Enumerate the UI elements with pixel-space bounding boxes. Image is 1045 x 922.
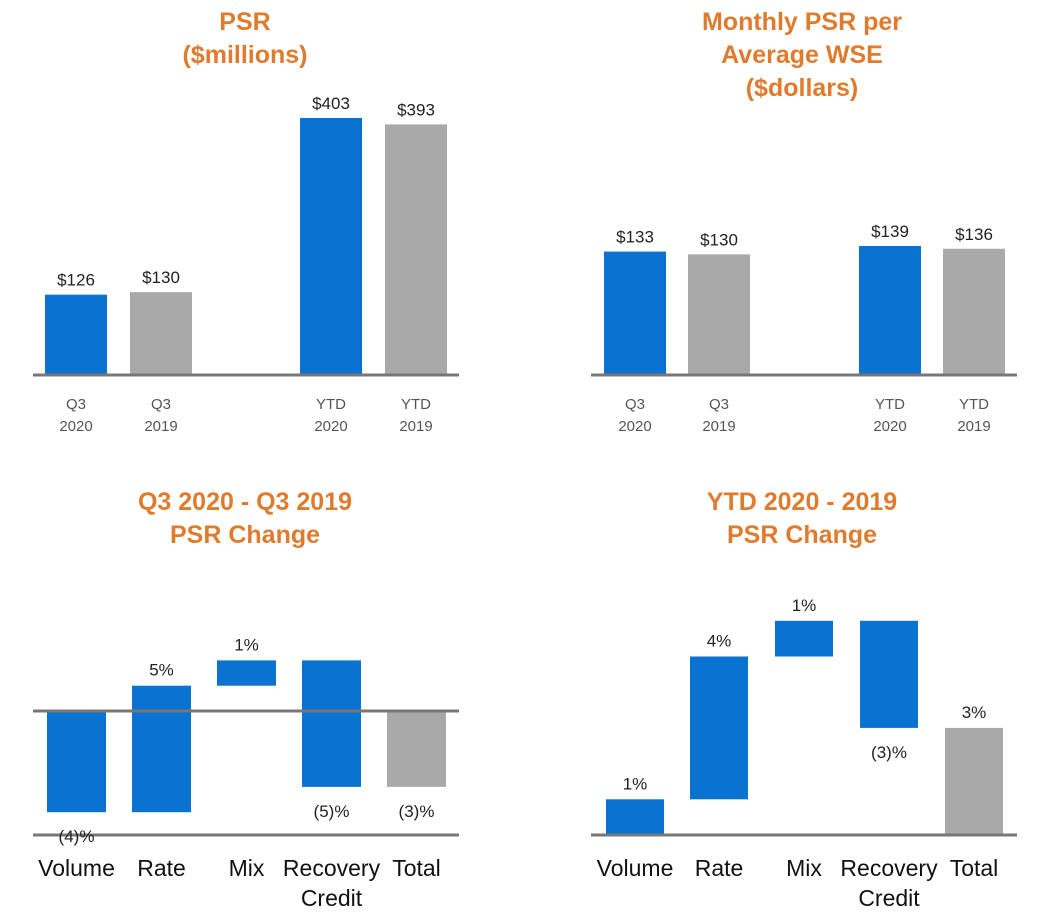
q3_change-data-label-3: (5)% xyxy=(314,802,350,821)
q3_change-bar-2 xyxy=(217,660,276,686)
psr-tick-label-0-1: 2020 xyxy=(59,418,92,435)
q3_change-bar-4 xyxy=(387,711,446,787)
q3_change-bar-3 xyxy=(302,660,361,787)
q3-change-title-line-1: Q3 2020 - Q3 2019 xyxy=(137,488,353,516)
monthly_psr-tick-label-2-0: YTD xyxy=(875,396,905,413)
ytd_change-category-label-2-0: Mix xyxy=(786,855,822,881)
ytd-psr-change-chart-title: YTD 2020 - 2019 PSR Change xyxy=(652,486,952,552)
ytd-change-title-line-2: PSR Change xyxy=(726,521,878,549)
psr-chart-title: PSR ($millions) xyxy=(95,6,395,72)
ytd_change-category-label-3-1: Credit xyxy=(858,885,920,911)
monthly-psr-chart-title: Monthly PSR per Average WSE ($dollars) xyxy=(652,6,952,105)
ytd_change-category-label-0-0: Volume xyxy=(597,855,674,881)
ytd_change-data-label-4: 3% xyxy=(962,703,987,722)
q3_change-bar-1 xyxy=(132,685,191,813)
psr-tick-label-2-0: YTD xyxy=(316,396,346,413)
monthly_psr-data-label-1: $130 xyxy=(700,230,738,249)
psr-bar-0 xyxy=(45,294,107,375)
q3_change-category-label-2-0: Mix xyxy=(229,855,265,881)
monthly-psr-title-line-3: ($dollars) xyxy=(745,74,859,102)
ytd_change-bar-3 xyxy=(860,620,918,728)
psr-tick-label-0-0: Q3 xyxy=(66,396,86,413)
q3_change-data-label-1: 5% xyxy=(149,661,174,680)
ytd_change-data-label-2: 1% xyxy=(792,596,817,615)
monthly_psr-tick-label-3-0: YTD xyxy=(959,396,989,413)
ytd_change-data-label-3: (3)% xyxy=(871,743,907,762)
monthly-psr-title-line-2: Average WSE xyxy=(721,41,883,69)
ytd_change-bar-4 xyxy=(945,727,1003,835)
psr-data-label-1: $130 xyxy=(142,268,180,287)
psr-tick-label-1-0: Q3 xyxy=(151,396,171,413)
monthly_psr-data-label-0: $133 xyxy=(616,228,654,247)
psr-data-label-0: $126 xyxy=(57,271,95,290)
q3_change-category-label-4-0: Total xyxy=(392,855,441,881)
psr-data-label-3: $393 xyxy=(397,100,435,119)
psr-tick-label-3-1: 2019 xyxy=(399,418,432,435)
q3_change-category-label-1-0: Rate xyxy=(137,855,186,881)
q3_change-data-label-2: 1% xyxy=(234,635,259,654)
monthly_psr-bar-0 xyxy=(604,251,666,375)
q3_change-category-label-3-0: Recovery xyxy=(283,855,381,881)
monthly-psr-title-line-1: Monthly PSR per xyxy=(701,8,902,36)
ytd_change-category-label-3-0: Recovery xyxy=(840,855,938,881)
monthly_psr-tick-label-0-1: 2020 xyxy=(618,418,651,435)
q3_change-category-label-3-1: Credit xyxy=(301,885,363,911)
q3_change-data-label-4: (3)% xyxy=(399,802,435,821)
ytd_change-bar-1 xyxy=(690,656,748,800)
monthly_psr-tick-label-2-1: 2020 xyxy=(873,418,906,435)
q3_change-data-label-0: (4)% xyxy=(59,827,95,846)
ytd_change-bar-0 xyxy=(606,799,664,835)
q3_change-category-label-0-0: Volume xyxy=(38,855,115,881)
psr-data-label-2: $403 xyxy=(312,94,350,113)
psr-bar-1 xyxy=(130,292,192,375)
monthly_psr-bar-3 xyxy=(943,248,1005,375)
psr-tick-label-3-0: YTD xyxy=(401,396,431,413)
q3-psr-change-chart-title: Q3 2020 - Q3 2019 PSR Change xyxy=(95,486,395,552)
monthly_psr-data-label-2: $139 xyxy=(871,222,909,241)
monthly_psr-tick-label-1-1: 2019 xyxy=(702,418,735,435)
psr-bar-3 xyxy=(385,124,447,376)
monthly_psr-bar-2 xyxy=(859,246,921,375)
monthly_psr-tick-label-0-0: Q3 xyxy=(625,396,645,413)
psr-title-line-1: PSR xyxy=(219,8,271,36)
monthly_psr-bar-1 xyxy=(688,254,750,375)
q3-change-title-line-2: PSR Change xyxy=(169,521,321,549)
monthly_psr-data-label-3: $136 xyxy=(955,225,993,244)
ytd_change-data-label-0: 1% xyxy=(623,774,648,793)
psr-title-line-2: ($millions) xyxy=(182,41,308,69)
psr-bar-2 xyxy=(300,118,362,375)
ytd_change-data-label-1: 4% xyxy=(707,632,732,651)
q3_change-bar-0 xyxy=(47,711,106,813)
ytd_change-bar-2 xyxy=(775,620,833,657)
psr-tick-label-1-1: 2019 xyxy=(144,418,177,435)
ytd-change-title-line-1: YTD 2020 - 2019 xyxy=(706,488,898,516)
monthly_psr-tick-label-1-0: Q3 xyxy=(709,396,729,413)
psr-tick-label-2-1: 2020 xyxy=(314,418,347,435)
ytd_change-category-label-4-0: Total xyxy=(950,855,999,881)
monthly_psr-tick-label-3-1: 2019 xyxy=(957,418,990,435)
ytd_change-category-label-1-0: Rate xyxy=(695,855,744,881)
